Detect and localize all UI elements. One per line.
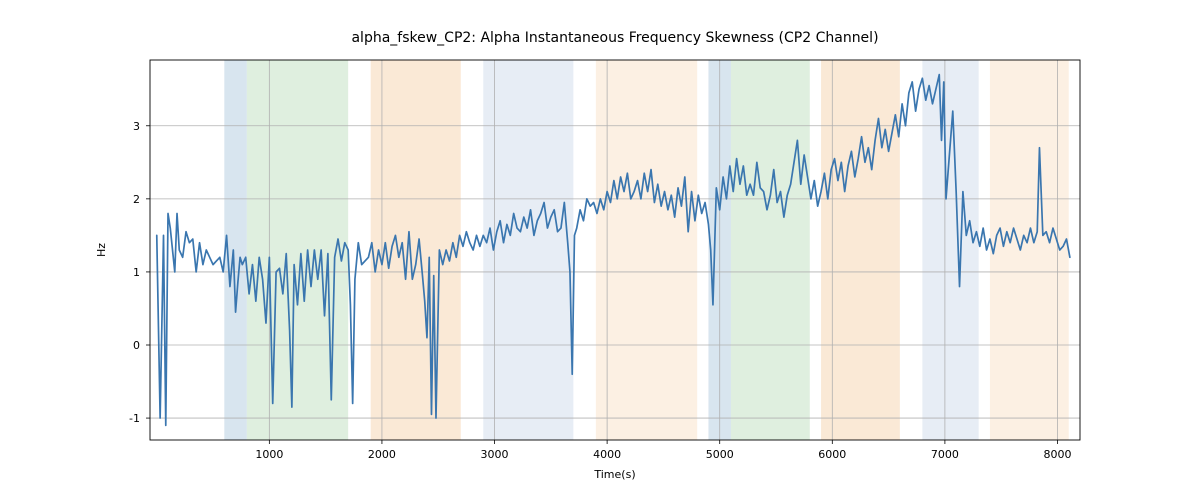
x-tick-label: 2000 bbox=[368, 448, 396, 461]
shaded-region bbox=[990, 60, 1069, 440]
x-axis-label: Time(s) bbox=[593, 468, 635, 481]
chart-container: 1000 2000 3000 4000 5000 6000 7000 8000 -1 0 1 2 3 Ti… bbox=[0, 0, 1200, 500]
chart-title: alpha_fskew_CP2: Alpha Instantaneous Fre… bbox=[351, 30, 878, 46]
x-tick-label: 4000 bbox=[593, 448, 621, 461]
y-tick-label: 3 bbox=[133, 120, 140, 133]
x-tick-label: 5000 bbox=[706, 448, 734, 461]
x-tick-label: 3000 bbox=[481, 448, 509, 461]
y-tick-label: 2 bbox=[133, 193, 140, 206]
shaded-region bbox=[731, 60, 810, 440]
y-tick-label: -1 bbox=[129, 412, 140, 425]
line-chart: 1000 2000 3000 4000 5000 6000 7000 8000 -1 0 1 2 3 Ti… bbox=[0, 0, 1200, 500]
shaded-region bbox=[821, 60, 900, 440]
shaded-region bbox=[247, 60, 348, 440]
shaded-region bbox=[483, 60, 573, 440]
y-tick-label: 0 bbox=[133, 339, 140, 352]
y-axis-label: Hz bbox=[95, 243, 108, 257]
x-tick-label: 6000 bbox=[818, 448, 846, 461]
x-tick-label: 8000 bbox=[1043, 448, 1071, 461]
shaded-region bbox=[596, 60, 697, 440]
y-tick-label: 1 bbox=[133, 266, 140, 279]
x-tick-label: 1000 bbox=[255, 448, 283, 461]
shaded-region bbox=[922, 60, 978, 440]
x-tick-label: 7000 bbox=[931, 448, 959, 461]
